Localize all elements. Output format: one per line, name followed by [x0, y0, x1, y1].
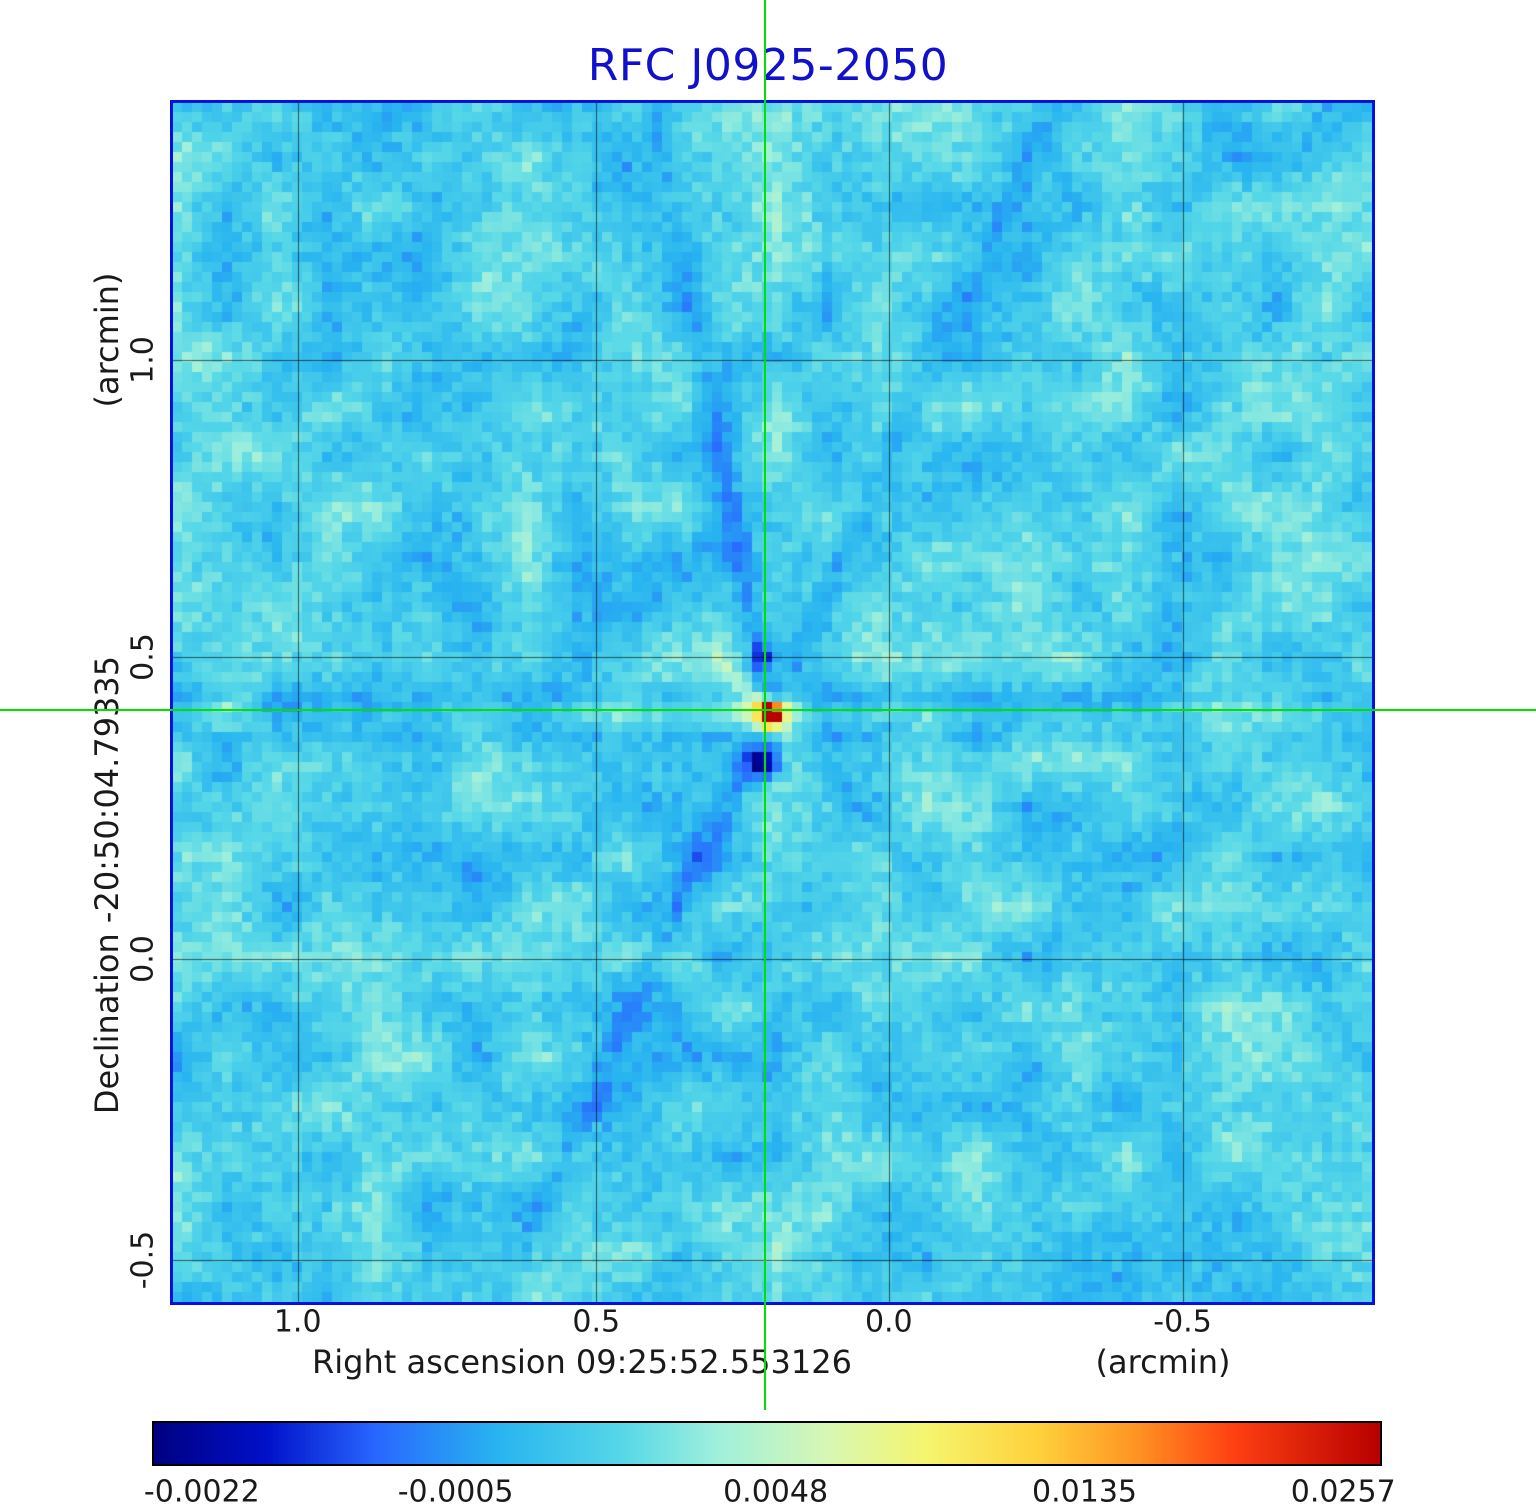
sky-map-canvas [173, 103, 1372, 1302]
crosshair-horizontal-line [0, 708, 1536, 711]
sky-map [170, 100, 1375, 1305]
colorbar-canvas [154, 1423, 1380, 1464]
page-title: RFC J0925-2050 [587, 40, 949, 91]
crosshair-vertical-line [764, 0, 767, 1410]
colorbar [152, 1421, 1382, 1466]
